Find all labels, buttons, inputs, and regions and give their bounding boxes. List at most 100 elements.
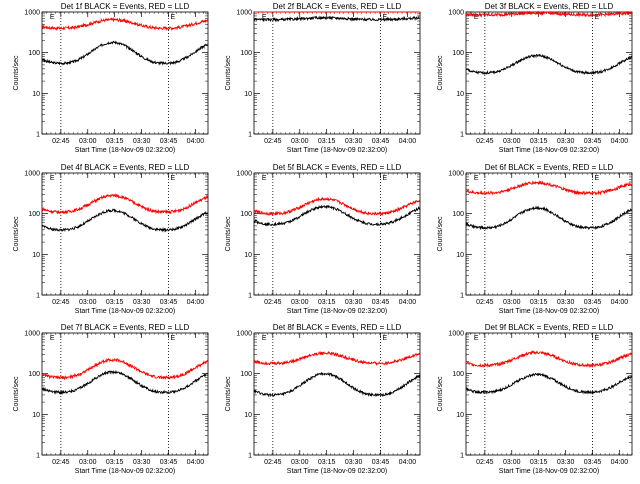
series-events bbox=[254, 204, 421, 227]
x-tick-label: 03:45 bbox=[160, 299, 178, 306]
y-tick-label: 1 bbox=[36, 453, 40, 460]
x-tick-label: 02:45 bbox=[52, 299, 70, 306]
plot-frame bbox=[465, 172, 633, 296]
y-tick-label: 1 bbox=[248, 453, 252, 460]
y-tick-label: 10 bbox=[244, 91, 252, 98]
x-tick-label: 03:00 bbox=[291, 459, 309, 466]
x-tick-label: 02:45 bbox=[264, 459, 282, 466]
y-axis-label: Counts/sec bbox=[437, 55, 444, 91]
series-lld bbox=[253, 350, 421, 367]
panel-title: Det 3f BLACK = Events, RED = LLD bbox=[485, 2, 614, 11]
y-tick-label: 1 bbox=[460, 132, 464, 139]
x-tick-label: 03:30 bbox=[133, 459, 151, 466]
x-tick-label: 03:15 bbox=[318, 138, 336, 145]
x-tick-label: 02:45 bbox=[476, 138, 494, 145]
x-tick-label: 03:00 bbox=[79, 299, 97, 306]
x-tick-label: 03:45 bbox=[372, 138, 390, 145]
y-tick-label: 10 bbox=[244, 412, 252, 419]
x-tick-label: 04:00 bbox=[187, 299, 205, 306]
y-tick-label: 10 bbox=[456, 412, 464, 419]
corner-marker: E bbox=[595, 14, 600, 21]
x-axis-label: Start Time (18-Nov-09 02:32:00) bbox=[287, 147, 387, 154]
x-tick-label: 02:45 bbox=[476, 459, 494, 466]
panel-title: Det 4f BLACK = Events, RED = LLD bbox=[61, 163, 190, 172]
y-tick-label: 1000 bbox=[448, 10, 464, 17]
panel-title: Det 6f BLACK = Events, RED = LLD bbox=[485, 163, 614, 172]
panel-6f: Det 6f BLACK = Events, RED = LLD Counts/s… bbox=[437, 163, 633, 315]
corner-marker: E bbox=[171, 175, 176, 182]
panel-title: Det 1f BLACK = Events, RED = LLD bbox=[61, 2, 190, 11]
y-axis-label: Counts/sec bbox=[225, 216, 232, 252]
y-axis-label: Counts/sec bbox=[437, 376, 444, 412]
series-events bbox=[465, 53, 633, 76]
corner-marker: E bbox=[383, 14, 388, 21]
y-axis-label: Counts/sec bbox=[13, 216, 20, 252]
y-axis-label: Counts/sec bbox=[225, 55, 232, 91]
panel-7f: Det 7f BLACK = Events, RED = LLD Counts/s… bbox=[13, 323, 209, 475]
y-tick-label: 1000 bbox=[24, 171, 40, 178]
y-tick-label: 100 bbox=[28, 211, 40, 218]
x-tick-label: 02:45 bbox=[264, 138, 282, 145]
x-axis-label: Start Time (18-Nov-09 02:32:00) bbox=[499, 147, 599, 154]
y-tick-label: 10 bbox=[456, 91, 464, 98]
x-axis-label: Start Time (18-Nov-09 02:32:00) bbox=[499, 308, 599, 315]
x-tick-label: 03:15 bbox=[106, 459, 124, 466]
y-tick-label: 100 bbox=[452, 50, 464, 57]
series-lld bbox=[41, 193, 209, 215]
corner-marker: E bbox=[50, 335, 55, 342]
series-events bbox=[42, 369, 209, 396]
panel-4f: Det 4f BLACK = Events, RED = LLD Counts/s… bbox=[13, 163, 209, 315]
panel-title: Det 8f BLACK = Events, RED = LLD bbox=[273, 323, 402, 332]
y-tick-label: 10 bbox=[32, 412, 40, 419]
panel-5f: Det 5f BLACK = Events, RED = LLD Counts/s… bbox=[225, 163, 421, 315]
y-tick-label: 1000 bbox=[24, 10, 40, 17]
x-tick-label: 04:00 bbox=[187, 138, 205, 145]
corner-marker: E bbox=[474, 335, 479, 342]
y-tick-label: 10 bbox=[456, 252, 464, 259]
plot-frame bbox=[465, 332, 633, 456]
y-axis-label: Counts/sec bbox=[13, 55, 20, 91]
x-tick-label: 02:45 bbox=[52, 459, 70, 466]
x-axis-label: Start Time (18-Nov-09 02:32:00) bbox=[499, 468, 599, 475]
x-tick-label: 03:15 bbox=[530, 299, 548, 306]
x-tick-label: 03:30 bbox=[133, 138, 151, 145]
y-axis-label: Counts/sec bbox=[225, 376, 232, 412]
x-tick-label: 03:45 bbox=[160, 459, 178, 466]
series-events bbox=[253, 371, 421, 398]
x-tick-label: 04:00 bbox=[611, 138, 629, 145]
series-events bbox=[253, 15, 421, 23]
x-tick-label: 03:45 bbox=[372, 299, 390, 306]
y-tick-label: 100 bbox=[240, 50, 252, 57]
x-tick-label: 03:00 bbox=[503, 299, 521, 306]
y-tick-label: 10 bbox=[32, 91, 40, 98]
y-tick-label: 10 bbox=[244, 252, 252, 259]
plot-frame bbox=[41, 172, 209, 296]
series-events bbox=[465, 372, 633, 396]
x-axis-label: Start Time (18-Nov-09 02:32:00) bbox=[287, 308, 387, 315]
x-tick-label: 03:15 bbox=[530, 138, 548, 145]
corner-marker: E bbox=[474, 175, 479, 182]
x-tick-label: 02:45 bbox=[52, 138, 70, 145]
x-tick-label: 03:00 bbox=[79, 459, 97, 466]
x-tick-label: 03:00 bbox=[291, 299, 309, 306]
x-tick-label: 04:00 bbox=[399, 299, 417, 306]
x-tick-label: 03:30 bbox=[345, 459, 363, 466]
series-events bbox=[465, 205, 633, 231]
panel-title: Det 5f BLACK = Events, RED = LLD bbox=[273, 163, 402, 172]
y-tick-label: 100 bbox=[28, 371, 40, 378]
panel-8f: Det 8f BLACK = Events, RED = LLD Counts/s… bbox=[225, 323, 421, 475]
y-tick-label: 1 bbox=[460, 293, 464, 300]
plot-frame bbox=[41, 11, 209, 135]
corner-marker: E bbox=[50, 14, 55, 21]
plot-frame bbox=[253, 11, 421, 135]
x-tick-label: 03:30 bbox=[345, 138, 363, 145]
y-tick-label: 1000 bbox=[24, 331, 40, 338]
panel-1f: Det 1f BLACK = Events, RED = LLD Counts/s… bbox=[13, 2, 209, 154]
x-tick-label: 03:00 bbox=[291, 138, 309, 145]
y-tick-label: 1000 bbox=[236, 171, 252, 178]
plot-frame bbox=[253, 332, 421, 456]
corner-marker: E bbox=[474, 14, 479, 21]
y-tick-label: 1 bbox=[36, 132, 40, 139]
